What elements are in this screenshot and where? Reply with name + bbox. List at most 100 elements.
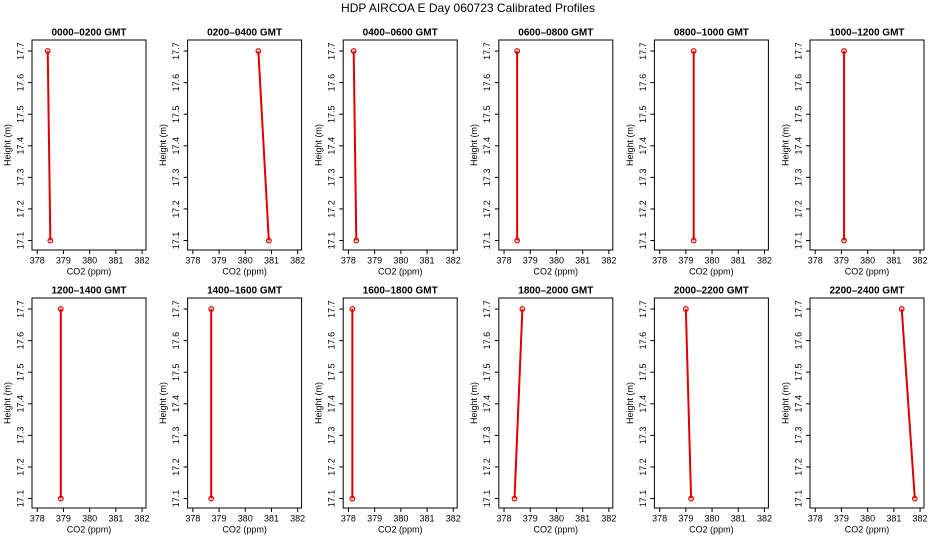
y-tick-label: 17.6	[15, 332, 25, 350]
x-tick-label: 379	[212, 513, 227, 523]
x-tick-label: 379	[678, 255, 693, 265]
x-tick-label: 378	[341, 255, 356, 265]
profile-line	[257, 50, 270, 241]
y-tick-label: 17.7	[15, 42, 25, 60]
point	[57, 306, 64, 312]
panel-title: 0800–1000 GMT	[674, 28, 749, 39]
y-tick-label: 17.2	[482, 458, 492, 476]
y-tick-label: 17.3	[638, 427, 648, 445]
y-tick-label: 17.5	[482, 105, 492, 123]
x-tick-label: 380	[82, 255, 97, 265]
y-tick-label: 17.2	[482, 200, 492, 218]
y-tick-label: 17.5	[327, 105, 337, 123]
y-tick-label: 17.3	[15, 427, 25, 445]
point	[47, 237, 54, 244]
x-axis-label: CO2 (ppm)	[378, 266, 423, 276]
x-tick-label: 380	[549, 255, 564, 265]
x-axis-label: CO2 (ppm)	[845, 266, 890, 276]
x-tick-label: 382	[290, 513, 305, 523]
point	[682, 306, 689, 312]
y-tick-label: 17.5	[15, 105, 25, 123]
y-tick-label: 17.3	[638, 169, 648, 187]
y-tick-label: 17.3	[327, 427, 337, 445]
y-tick-label: 17.6	[482, 74, 492, 92]
x-tick-label: 380	[549, 513, 564, 523]
y-tick-label: 17.7	[327, 300, 337, 318]
y-tick-label: 17.2	[793, 458, 803, 476]
x-tick-label: 381	[108, 255, 123, 265]
y-tick-label: 17.5	[793, 105, 803, 123]
y-tick-label: 17.3	[482, 169, 492, 187]
profile-line	[46, 51, 52, 241]
point	[57, 495, 64, 502]
y-tick-label: 17.4	[793, 137, 803, 155]
x-tick-label: 380	[393, 255, 408, 265]
y-tick-label: 17.7	[638, 300, 648, 318]
y-tick-label: 17.4	[482, 137, 492, 155]
x-tick-label: 381	[264, 513, 279, 523]
y-tick-label: 17.3	[793, 169, 803, 187]
panel-title: 0200–0400 GMT	[207, 28, 282, 39]
x-tick-label: 381	[886, 513, 901, 523]
y-axis-label: Height (m)	[780, 124, 790, 166]
point	[349, 495, 356, 502]
y-axis-label: Height (m)	[158, 382, 168, 424]
x-tick-label: 381	[731, 255, 746, 265]
y-tick-label: 17.1	[327, 232, 337, 250]
panel-title: 0000–0200 GMT	[51, 28, 126, 39]
x-tick-label: 379	[56, 513, 71, 523]
panel-title: 1200–1400 GMT	[51, 286, 126, 297]
y-tick-label: 17.1	[638, 490, 648, 508]
plot-frame	[653, 39, 769, 251]
y-tick-label: 17.4	[171, 395, 181, 413]
x-tick-label: 378	[341, 513, 356, 523]
point	[44, 48, 51, 54]
x-tick-label: 381	[108, 513, 123, 523]
plot-frame	[809, 297, 925, 509]
y-tick-label: 17.2	[638, 200, 648, 218]
y-tick-label: 17.1	[171, 490, 181, 508]
x-tick-label: 380	[860, 513, 875, 523]
y-tick-label: 17.2	[171, 458, 181, 476]
y-tick-label: 17.7	[482, 42, 492, 60]
y-tick-label: 17.5	[327, 363, 337, 381]
point	[690, 48, 697, 54]
point	[519, 306, 526, 312]
plot-frame	[498, 39, 614, 251]
panel-title: 0400–0600 GMT	[363, 28, 438, 39]
panel-title: 1800–2000 GMT	[518, 286, 593, 297]
y-tick-label: 17.3	[15, 169, 25, 187]
y-tick-label: 17.7	[327, 42, 337, 60]
y-tick-label: 17.6	[793, 332, 803, 350]
panel-title: 0600–0800 GMT	[518, 28, 593, 39]
x-tick-label: 378	[808, 255, 823, 265]
y-tick-label: 17.2	[327, 458, 337, 476]
x-axis-label: CO2 (ppm)	[534, 266, 579, 276]
y-tick-label: 17.4	[15, 395, 25, 413]
y-tick-label: 17.4	[638, 395, 648, 413]
y-axis-label: Height (m)	[158, 124, 168, 166]
x-axis-label: CO2 (ppm)	[222, 266, 267, 276]
point	[514, 237, 521, 244]
point	[690, 237, 697, 244]
y-tick-label: 17.2	[638, 458, 648, 476]
x-tick-label: 381	[886, 255, 901, 265]
y-axis-label: Height (m)	[314, 124, 324, 166]
y-tick-label: 17.1	[793, 490, 803, 508]
x-tick-label: 379	[834, 255, 849, 265]
x-axis-label: CO2 (ppm)	[689, 524, 734, 534]
plot-frame	[31, 39, 147, 251]
x-tick-label: 379	[56, 255, 71, 265]
panel-title: 1000–1200 GMT	[829, 28, 904, 39]
y-tick-label: 17.5	[482, 363, 492, 381]
y-axis-label: Height (m)	[2, 124, 12, 166]
y-axis-label: Height (m)	[469, 382, 479, 424]
point	[353, 237, 360, 244]
y-tick-label: 17.4	[171, 137, 181, 155]
x-tick-label: 378	[497, 513, 512, 523]
x-tick-label: 379	[212, 255, 227, 265]
plot-frame	[498, 297, 614, 509]
profile-line	[513, 309, 524, 499]
y-tick-label: 17.7	[15, 300, 25, 318]
